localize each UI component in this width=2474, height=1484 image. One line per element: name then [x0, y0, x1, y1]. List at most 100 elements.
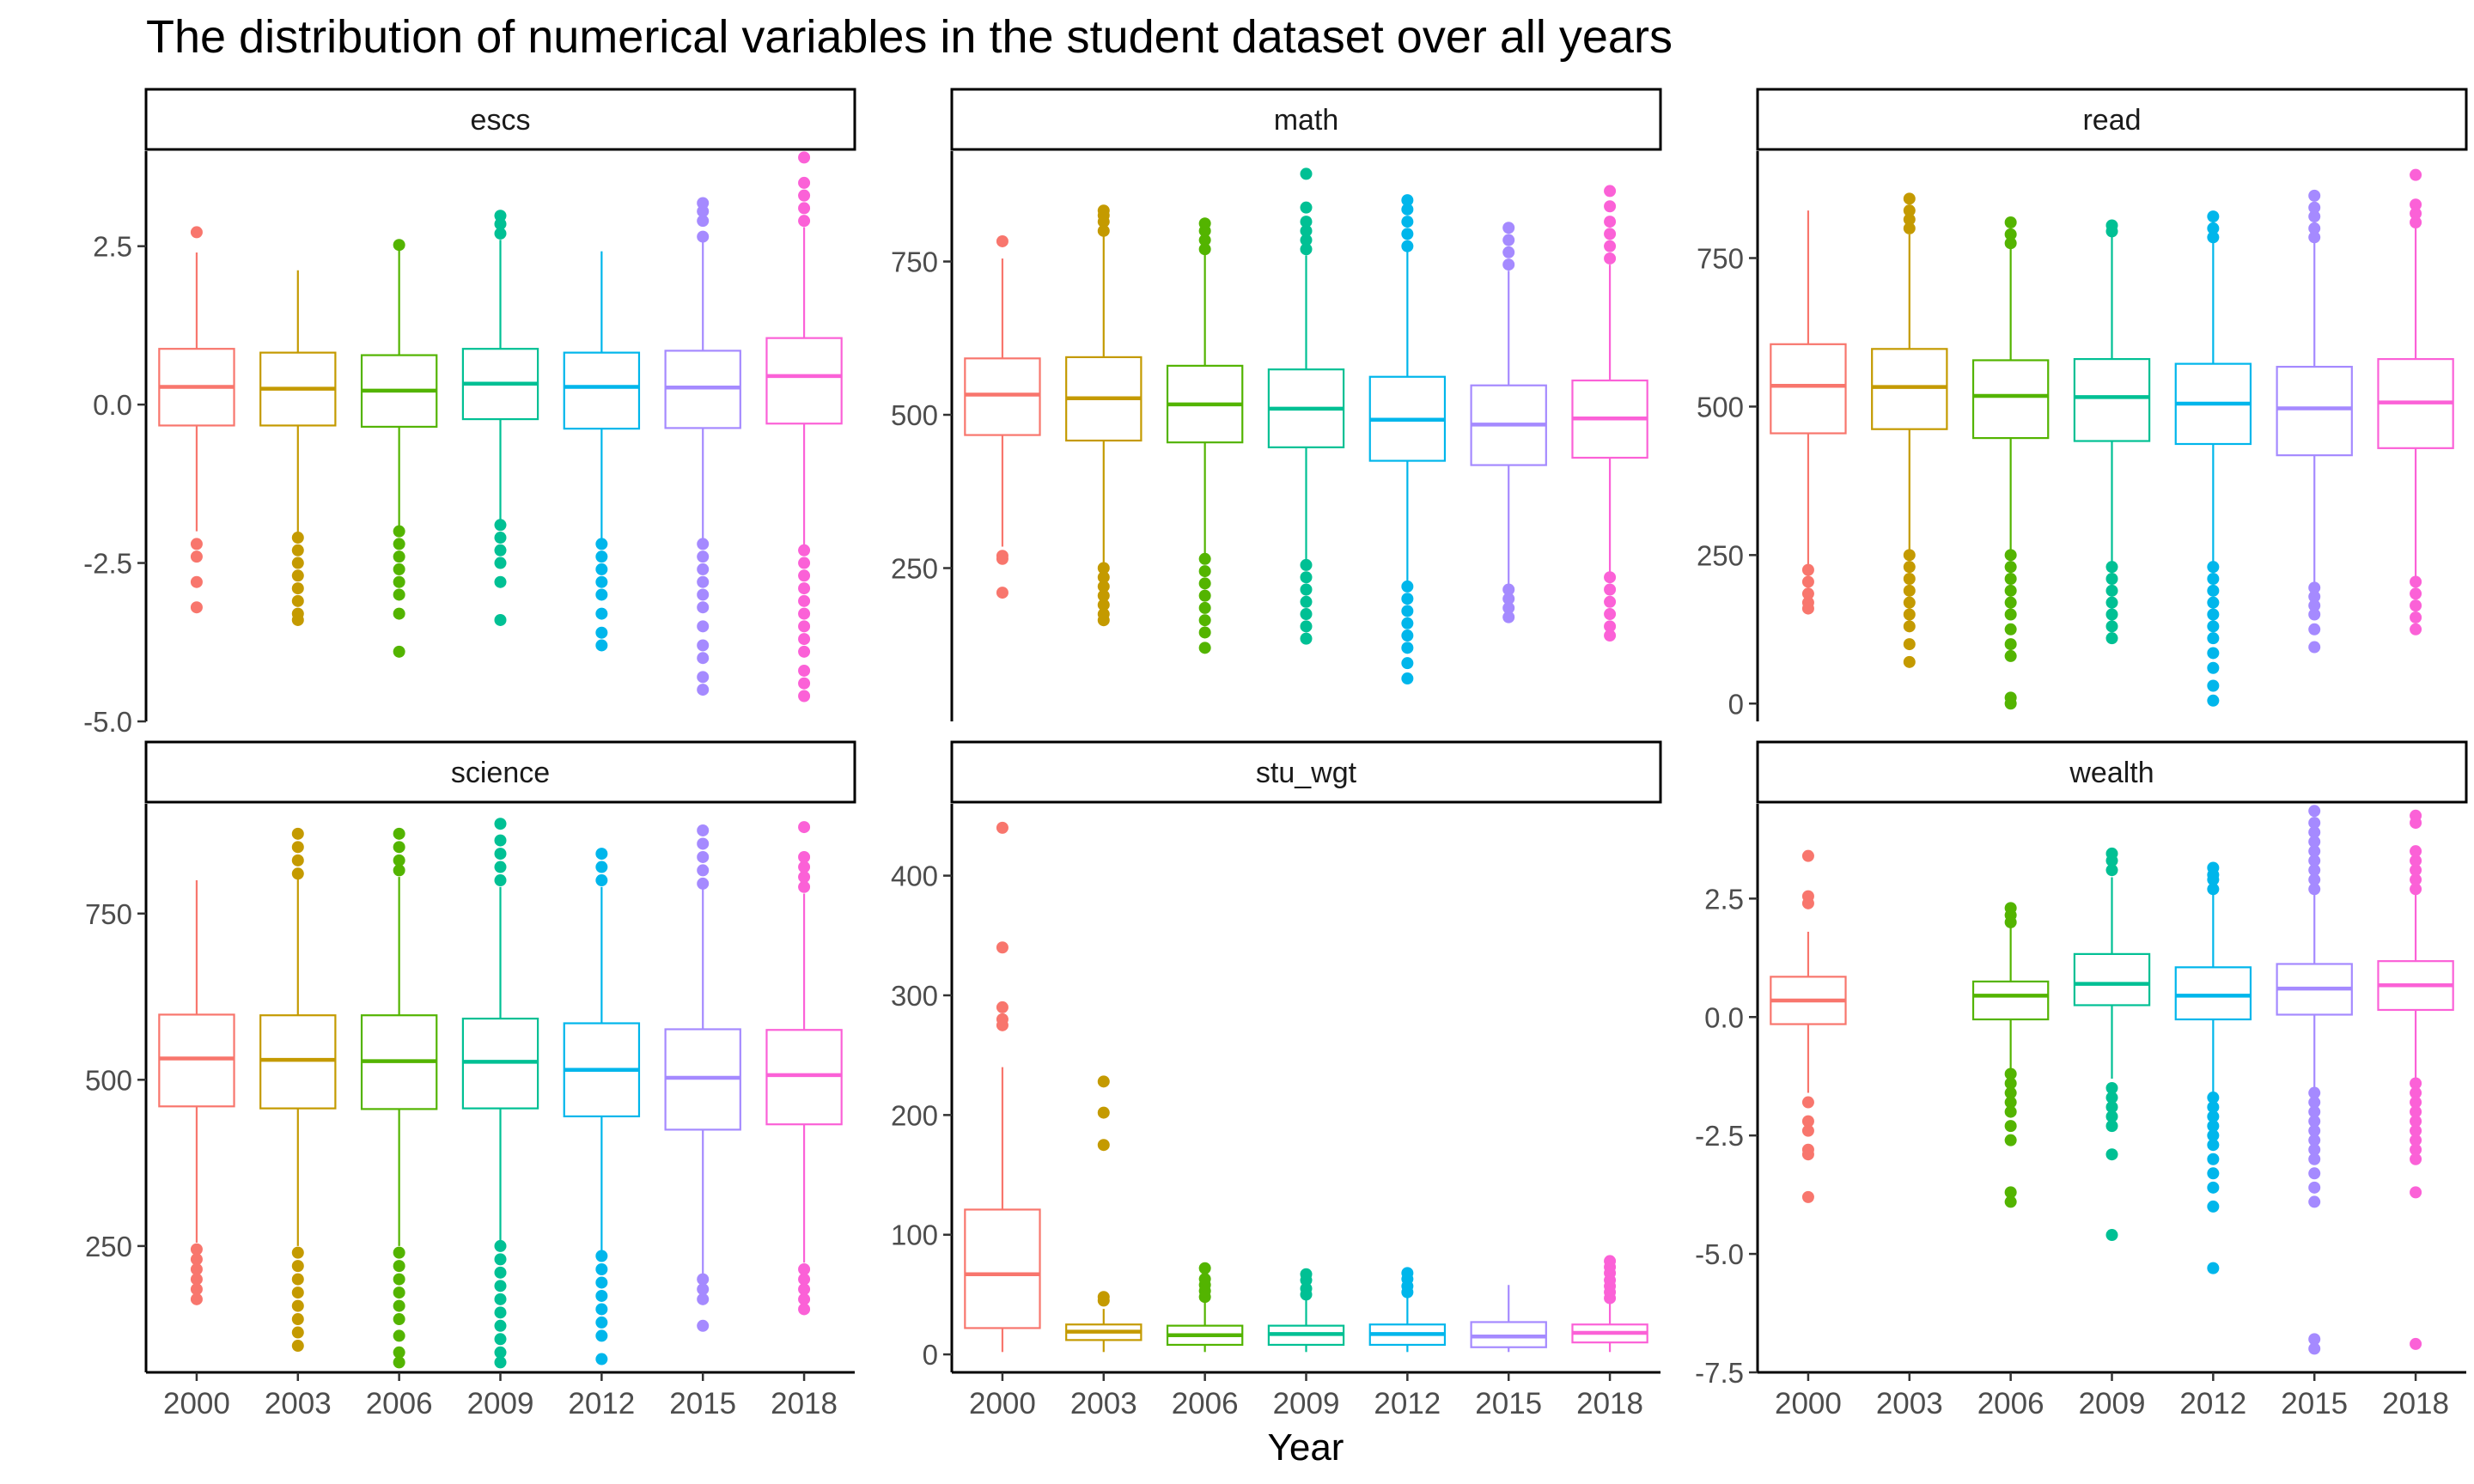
facet-strip [144, 740, 856, 804]
outlier-point [2207, 561, 2220, 574]
outlier-point [190, 226, 203, 239]
outlier-point [2105, 1110, 2118, 1123]
outlier-point [1300, 595, 1313, 608]
box-iqr [158, 1013, 235, 1108]
outlier-point [393, 827, 405, 840]
outlier-point [291, 1299, 304, 1312]
outlier-point [1198, 552, 1211, 565]
x-tick-label: 2003 [265, 1387, 332, 1420]
outlier-point [798, 1273, 811, 1286]
outlier-point [1097, 571, 1110, 584]
outlier-point [1903, 596, 1916, 609]
outlier-point [798, 620, 811, 633]
outlier-point [1801, 602, 1814, 615]
outlier-point [2207, 1167, 2220, 1180]
outlier-point [1903, 192, 1916, 205]
x-tick-label: 2018 [2382, 1387, 2449, 1420]
outlier-point [1198, 217, 1211, 230]
box-iqr [259, 1014, 337, 1110]
outlier-point [2207, 861, 2220, 874]
outlier-point [798, 151, 811, 164]
outlier-point [393, 239, 405, 252]
outlier-point [291, 1246, 304, 1259]
outlier-point [2410, 809, 2422, 822]
outlier-point [996, 1000, 1008, 1013]
y-tick-label: 750 [85, 898, 132, 930]
outlier-point [798, 544, 811, 556]
outlier-point [2105, 596, 2118, 609]
outlier-point [1401, 605, 1414, 617]
outlier-point [1401, 203, 1414, 216]
outlier-point [393, 1260, 405, 1273]
outlier-point [2308, 1143, 2321, 1156]
outlier-point [2308, 608, 2321, 621]
outlier-point [1903, 608, 1916, 621]
outlier-point [2410, 1337, 2422, 1350]
outlier-point [2105, 1082, 2118, 1094]
outlier-point [1502, 593, 1515, 605]
outlier-point [2207, 1153, 2220, 1165]
outlier-point [2105, 219, 2118, 232]
outlier-point [2410, 575, 2422, 588]
box-iqr [964, 357, 1041, 436]
outlier-point [798, 176, 811, 189]
x-tick-label: 2015 [1475, 1387, 1542, 1420]
outlier-point [798, 664, 811, 677]
outlier-point [1401, 593, 1414, 605]
x-tick-label: 2015 [2281, 1387, 2348, 1420]
outlier-point [2308, 817, 2321, 830]
outlier-point [2004, 1120, 2017, 1133]
outlier-point [2105, 1120, 2118, 1133]
outlier-point [798, 189, 811, 202]
outlier-point [697, 1283, 710, 1296]
outlier-point [2410, 873, 2422, 886]
outlier-point [595, 1262, 608, 1275]
outlier-point [2308, 1124, 2321, 1137]
outlier-point [996, 1013, 1008, 1025]
outlier-point [190, 575, 203, 588]
outlier-point [1502, 246, 1515, 258]
outlier-point [1604, 583, 1617, 596]
outlier-point [494, 1333, 507, 1346]
outlier-point [2207, 210, 2220, 223]
outlier-point [1903, 213, 1916, 226]
facet-strip [1756, 740, 2468, 804]
outlier-point [2308, 855, 2321, 867]
outlier-point [1097, 204, 1110, 217]
outlier-point [2207, 1101, 2220, 1114]
outlier-point [2105, 1101, 2118, 1114]
box-iqr [2073, 952, 2151, 1007]
outlier-point [393, 575, 405, 588]
outlier-point [2410, 1143, 2422, 1156]
outlier-point [393, 864, 405, 877]
outlier-point [697, 1292, 710, 1305]
outlier-point [2004, 228, 2017, 240]
outlier-point [697, 550, 710, 563]
outlier-point [2207, 573, 2220, 585]
x-tick-label: 2003 [1876, 1387, 1943, 1420]
y-tick-label: 250 [891, 553, 938, 585]
outlier-point [393, 1356, 405, 1369]
outlier-point [2105, 1092, 2118, 1104]
box-iqr [765, 1029, 843, 1126]
outlier-point [697, 652, 710, 665]
outlier-point [1502, 601, 1515, 614]
outlier-point [697, 575, 710, 588]
outlier-point [2308, 1181, 2321, 1194]
outlier-point [2207, 1129, 2220, 1142]
outlier-point [291, 1340, 304, 1353]
x-tick-label: 2009 [467, 1387, 534, 1420]
outlier-point [190, 1292, 203, 1305]
outlier-point [1300, 224, 1313, 237]
outlier-point [393, 645, 405, 658]
outlier-point [2308, 1115, 2321, 1128]
outlier-point [2004, 608, 2017, 621]
outlier-point [1903, 573, 1916, 585]
outlier-point [798, 202, 811, 215]
outlier-point [1097, 580, 1110, 593]
outlier-point [2004, 549, 2017, 562]
outlier-point [2004, 573, 2017, 585]
outlier-point [798, 594, 811, 607]
outlier-point [2207, 1139, 2220, 1152]
outlier-point [2410, 883, 2422, 896]
